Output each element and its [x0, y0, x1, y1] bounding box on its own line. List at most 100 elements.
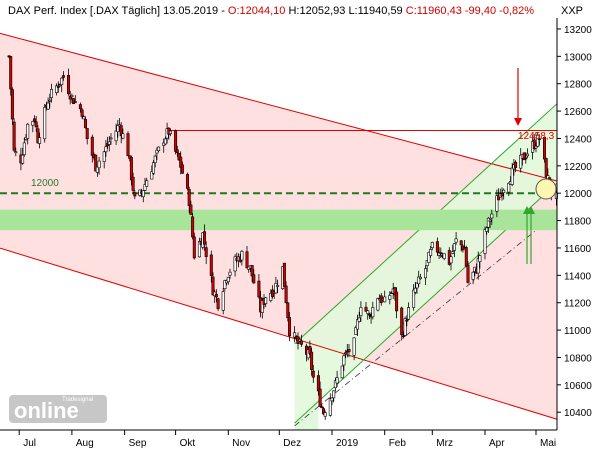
logo-box: [9, 395, 107, 423]
header-high: H:12052,93: [288, 5, 345, 17]
candle-body: [417, 276, 421, 285]
candle-body: [464, 247, 468, 267]
candle-body: [442, 253, 446, 259]
header-change-pct: -0,82%: [499, 5, 534, 17]
candle-body: [250, 265, 254, 277]
candle-body: [240, 251, 244, 261]
candle-body: [68, 95, 72, 100]
candle-body: [418, 276, 422, 279]
candle-body: [405, 319, 409, 322]
candle-body: [366, 310, 370, 314]
candle-body: [226, 277, 230, 282]
candle-body: [401, 335, 405, 338]
price-tick-label: 12600: [564, 107, 592, 118]
time-tick-label: Mai: [540, 438, 556, 449]
down-arrow-head: [514, 118, 522, 126]
candle-body: [216, 298, 220, 309]
candle-body: [497, 195, 501, 201]
down-channel-upper-line: [0, 32, 558, 182]
candle-body: [141, 190, 145, 197]
candle-body: [85, 128, 89, 140]
candle-body: [320, 406, 324, 409]
candle-body: [252, 274, 256, 284]
candle-body: [223, 280, 227, 290]
candle-body: [214, 294, 218, 298]
candle-body: [371, 307, 375, 318]
candle-body: [542, 137, 546, 160]
candle-body: [429, 249, 433, 256]
candle-body: [393, 287, 397, 296]
candle-body: [430, 242, 434, 249]
candle-body: [152, 162, 156, 174]
candle-body: [269, 292, 273, 301]
candle-body: [332, 390, 336, 399]
candle-body: [257, 280, 261, 298]
candle-body: [34, 121, 38, 128]
candle-body: [321, 408, 325, 415]
candle-body: [415, 282, 419, 289]
candle-body: [143, 184, 147, 191]
candle-body: [298, 339, 302, 342]
time-tick-label: Sep: [129, 438, 147, 449]
candle-body: [38, 137, 42, 144]
price-tick-label: 12200: [564, 162, 592, 173]
candle-body: [26, 123, 30, 139]
candle-body: [311, 370, 315, 378]
candle-body: [186, 174, 190, 189]
candle-body: [126, 133, 130, 157]
down-channel-lower-line: [0, 247, 558, 420]
candle-body: [519, 154, 523, 169]
candle-body: [537, 138, 541, 141]
candle-body: [94, 154, 98, 172]
candle-body: [129, 157, 133, 181]
candle-body: [131, 176, 135, 191]
candle-body: [412, 289, 416, 308]
candle-body: [95, 166, 99, 173]
candle-body: [400, 307, 404, 336]
candle-body: [104, 146, 108, 153]
candle-body: [427, 252, 431, 263]
candle-body: [61, 75, 65, 78]
candle-body: [342, 355, 346, 366]
candle-body: [192, 236, 196, 259]
candle-body: [12, 121, 16, 151]
unit-label: XXP: [561, 5, 583, 17]
candle-body: [299, 340, 303, 345]
candle-body: [121, 133, 125, 139]
candle-body: [56, 86, 60, 88]
candle-body: [376, 298, 380, 311]
candle-body: [310, 351, 314, 370]
candle-body: [451, 251, 455, 254]
candle-body: [213, 291, 217, 297]
price-tick-label: 11000: [564, 326, 592, 337]
candle-body: [328, 398, 332, 416]
candle-body: [286, 302, 290, 319]
candle-body: [174, 130, 178, 152]
candle-body: [522, 152, 526, 161]
candle-body: [157, 146, 161, 152]
time-tick-label: Dez: [283, 438, 301, 449]
candle-body: [388, 295, 392, 300]
candle-body: [264, 297, 268, 304]
candle-body: [84, 119, 88, 129]
candle-body: [102, 151, 106, 162]
candle-body: [308, 346, 312, 354]
header-low: L:11940,59: [348, 5, 402, 17]
candle-body: [43, 106, 47, 140]
candle-body: [14, 151, 18, 154]
candle-body: [109, 137, 113, 140]
price-tick-label: 10800: [564, 353, 592, 364]
candle-body: [169, 130, 173, 134]
candle-body: [175, 149, 179, 153]
candle-body: [49, 89, 53, 99]
candle-body: [355, 319, 359, 330]
candle-body: [524, 157, 528, 160]
candle-body: [476, 258, 480, 274]
candle-body: [245, 251, 249, 269]
price-tick-label: 13000: [564, 52, 592, 63]
candle-body: [72, 98, 76, 105]
candle-body: [55, 85, 59, 93]
header-prefix: DAX Perf. Index [.DAX Täglich] 13.05.201…: [8, 5, 228, 17]
candle-body: [344, 352, 348, 354]
candle-body: [48, 99, 52, 102]
